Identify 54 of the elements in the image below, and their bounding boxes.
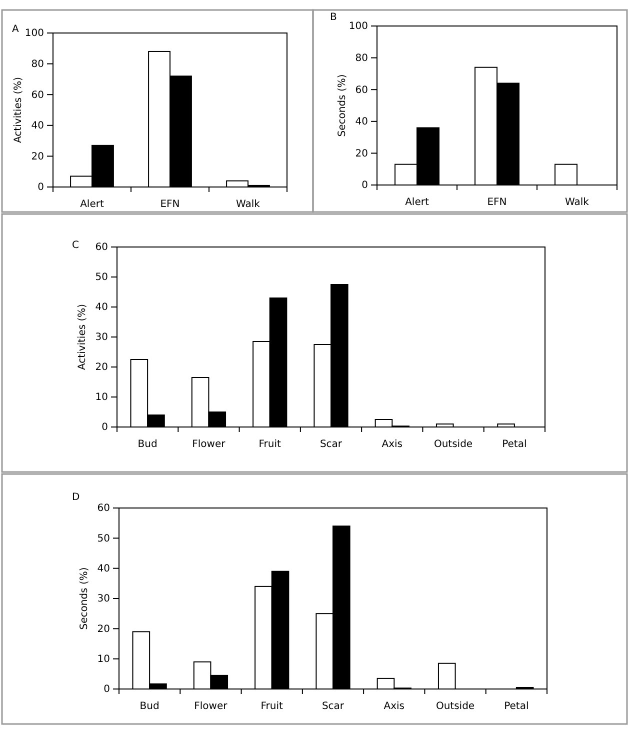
y-tick-label: 20 [31, 151, 44, 162]
x-tick-label: Flower [192, 439, 226, 450]
y-tick-label: 60 [355, 84, 368, 96]
x-tick-label: Bud [138, 439, 158, 450]
y-tick-label: 60 [31, 90, 44, 101]
y-axis-title: Activities (%) [13, 76, 24, 144]
x-tick-label: Flower [194, 701, 228, 712]
chart-title: D [72, 492, 80, 503]
x-tick-label: EFN [160, 199, 180, 210]
y-axis-title: Seconds (%) [79, 567, 90, 630]
y-tick-label: 80 [31, 59, 44, 70]
x-tick-label: Axis [384, 701, 405, 712]
y-tick-label: 0 [104, 684, 110, 696]
y-tick-label: 0 [38, 182, 44, 194]
y-tick-label: 30 [97, 594, 110, 605]
chart-title: C [72, 240, 79, 251]
chart-title: A [12, 24, 19, 35]
y-tick-label: 40 [31, 120, 44, 132]
y-tick-label: 0 [362, 180, 368, 192]
y-tick-label: 40 [355, 116, 368, 128]
x-tick-label: Petal [504, 701, 529, 712]
x-tick-label: Bud [140, 701, 160, 712]
x-tick-label: Walk [236, 199, 260, 210]
y-tick-label: 40 [97, 564, 110, 575]
y-axis-title: Seconds (%) [337, 74, 348, 137]
y-tick-label: 20 [95, 362, 108, 374]
y-axis-title: Activities (%) [77, 304, 88, 370]
y-tick-label: 60 [97, 503, 110, 514]
x-tick-label: Petal [502, 439, 527, 450]
y-tick-label: 80 [355, 53, 368, 64]
x-tick-label: Outside [434, 439, 473, 450]
y-tick-label: 50 [95, 272, 108, 284]
x-tick-label: Fruit [258, 439, 282, 450]
y-tick-label: 100 [24, 28, 44, 40]
x-tick-label: Outside [436, 701, 475, 712]
y-tick-label: 60 [95, 242, 108, 254]
x-tick-label: EFN [487, 197, 507, 208]
y-tick-label: 10 [97, 654, 110, 666]
chart-title: B [330, 12, 337, 23]
y-tick-label: 20 [97, 624, 110, 635]
y-tick-label: 10 [95, 392, 108, 404]
x-tick-label: Axis [382, 439, 403, 450]
y-tick-label: 30 [95, 332, 108, 344]
x-tick-label: Scar [320, 439, 343, 450]
y-tick-label: 40 [95, 302, 108, 314]
y-tick-label: 20 [355, 148, 368, 160]
y-tick-label: 0 [102, 422, 108, 434]
x-tick-label: Alert [405, 197, 429, 208]
x-tick-label: Fruit [260, 701, 284, 712]
y-tick-label: 50 [97, 533, 110, 544]
x-tick-label: Walk [565, 197, 590, 208]
x-tick-label: Alert [80, 199, 104, 210]
x-tick-label: Scar [322, 701, 345, 712]
y-tick-label: 100 [348, 21, 368, 32]
